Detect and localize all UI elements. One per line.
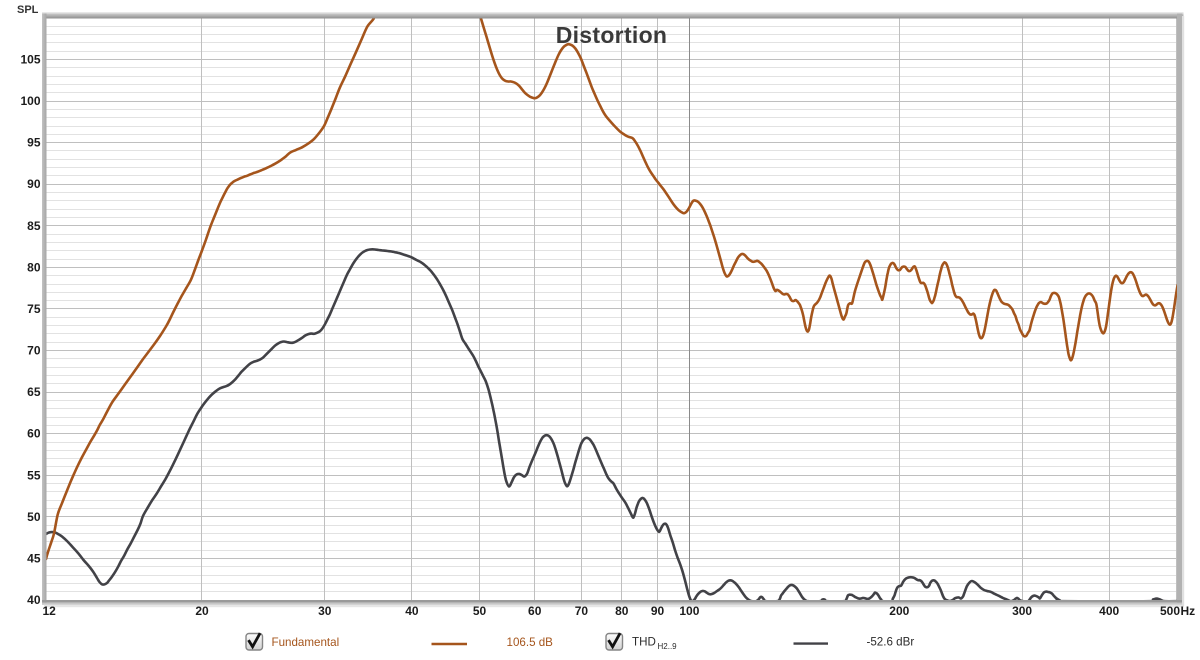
svg-text:95: 95 <box>27 136 41 150</box>
svg-text:90: 90 <box>651 604 665 618</box>
svg-text:20: 20 <box>195 604 209 618</box>
svg-text:Distortion: Distortion <box>556 22 668 48</box>
svg-text:12: 12 <box>43 604 57 618</box>
svg-text:Fundamental: Fundamental <box>272 636 340 649</box>
svg-text:100: 100 <box>20 94 40 108</box>
svg-text:65: 65 <box>27 385 41 399</box>
svg-text:45: 45 <box>27 551 41 565</box>
svg-text:SPL: SPL <box>17 4 39 16</box>
svg-text:THD: THD <box>632 636 656 649</box>
svg-text:-52.6 dBr: -52.6 dBr <box>867 636 915 649</box>
svg-text:400: 400 <box>1099 604 1119 618</box>
svg-text:300: 300 <box>1012 604 1032 618</box>
svg-text:80: 80 <box>615 604 629 618</box>
svg-text:50: 50 <box>27 510 41 524</box>
svg-text:90: 90 <box>27 177 41 191</box>
svg-text:60: 60 <box>528 604 542 618</box>
svg-text:75: 75 <box>27 302 41 316</box>
svg-text:Hz: Hz <box>1181 604 1196 618</box>
svg-text:85: 85 <box>27 219 41 233</box>
svg-text:80: 80 <box>27 260 41 274</box>
svg-text:40: 40 <box>405 604 419 618</box>
svg-text:200: 200 <box>889 604 909 618</box>
svg-text:50: 50 <box>473 604 487 618</box>
svg-text:55: 55 <box>27 468 41 482</box>
svg-text:106.5 dB: 106.5 dB <box>507 636 554 649</box>
svg-text:105: 105 <box>20 53 40 67</box>
svg-text:70: 70 <box>27 344 41 358</box>
svg-text:H2..9: H2..9 <box>658 642 678 651</box>
svg-text:500: 500 <box>1160 604 1180 618</box>
svg-text:100: 100 <box>679 604 699 618</box>
svg-text:40: 40 <box>27 593 41 607</box>
svg-text:60: 60 <box>27 427 41 441</box>
svg-text:70: 70 <box>575 604 589 618</box>
svg-text:30: 30 <box>318 604 332 618</box>
